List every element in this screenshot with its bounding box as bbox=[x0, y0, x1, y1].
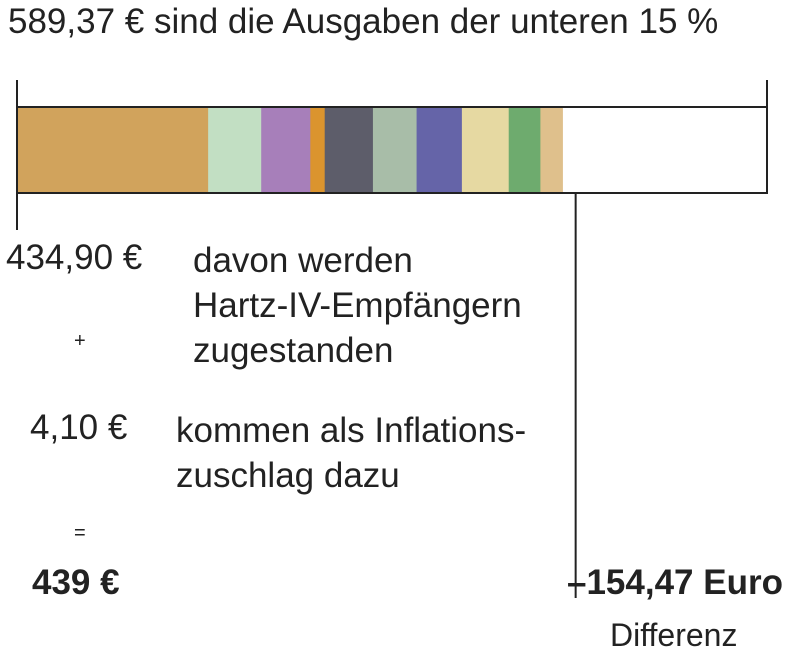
bar-segment-3 bbox=[261, 107, 311, 193]
bar-segment-11 bbox=[562, 107, 760, 193]
bar-segment-4 bbox=[310, 107, 326, 193]
bar-segment-1 bbox=[17, 107, 209, 193]
bar-segment-6 bbox=[372, 107, 418, 193]
inflation-description: kommen als Inflations- zuschlag dazu bbox=[176, 411, 527, 495]
difference-value: –154,47 Euro bbox=[567, 563, 783, 602]
bar-segment-10 bbox=[540, 107, 564, 193]
bar-segment-2 bbox=[208, 107, 262, 193]
inflation-amount: 4,10 € bbox=[30, 408, 128, 447]
bar-segment-7 bbox=[416, 107, 463, 193]
bar-segments bbox=[17, 107, 760, 193]
difference-label: Differenz bbox=[610, 617, 738, 653]
bar-outline bbox=[16, 106, 768, 194]
bar-segment-8 bbox=[461, 107, 510, 193]
equals-sign: = bbox=[74, 522, 86, 544]
plus-sign: + bbox=[74, 330, 86, 352]
bar-segment-5 bbox=[324, 107, 374, 193]
total-amount: 439 € bbox=[32, 563, 120, 602]
base-description: davon werden Hartz-IV-Empfängern zugesta… bbox=[193, 241, 522, 370]
bar-segment-9 bbox=[508, 107, 541, 193]
total-expenses-label: 589,37 € sind die Ausgaben der unteren 1… bbox=[8, 2, 719, 41]
base-amount: 434,90 € bbox=[6, 238, 143, 277]
